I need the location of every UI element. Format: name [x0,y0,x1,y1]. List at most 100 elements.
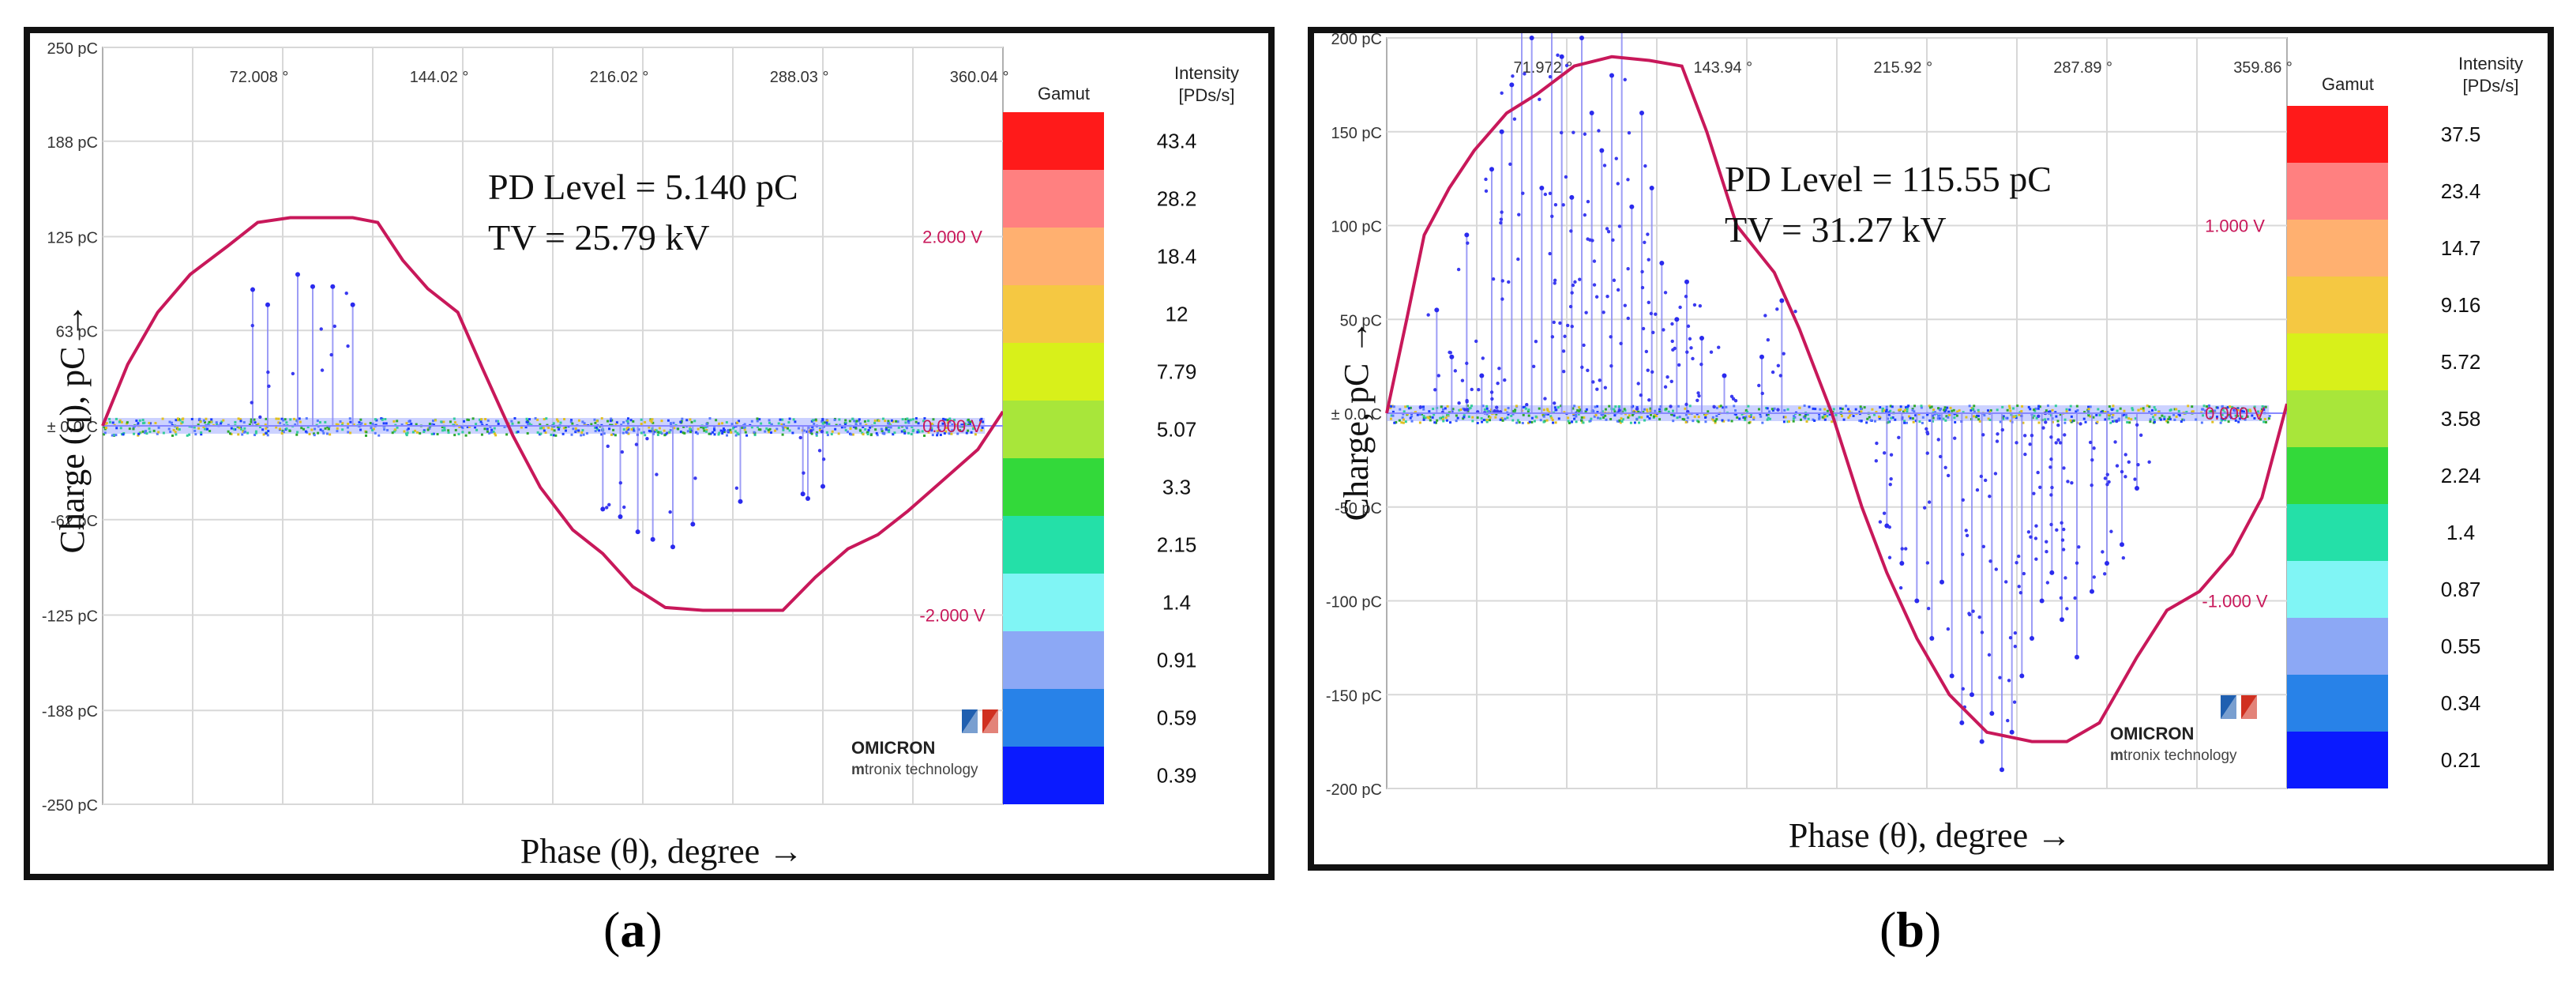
noise-point [651,418,654,421]
gamut-value: 1.4 [2446,521,2475,544]
pd-scatter-point [1499,217,1504,221]
noise-point [581,429,584,432]
noise-point [1521,405,1524,408]
noise-point [246,431,250,435]
pd-scatter-point [2070,480,2074,485]
noise-point [689,427,692,431]
pd-pulse-point [2009,729,2015,735]
noise-point [1546,412,1549,416]
pd-scatter-point [2139,433,2143,438]
noise-point [324,427,327,430]
pd-scatter-point [2124,453,2127,457]
noise-point [466,418,469,421]
noise-point [426,428,430,431]
noise-point [783,426,787,429]
pd-scatter-point [1983,478,1988,483]
pd-scatter-point [1573,280,1577,284]
pd-pulse-point [2049,570,2055,575]
noise-point [360,422,363,425]
noise-point [374,431,377,435]
noise-point [1878,417,1881,420]
noise-point [553,429,556,432]
noise-point [1553,406,1556,409]
pd-scatter-point [1426,313,1430,317]
noise-point [895,420,898,423]
noise-point [319,428,322,431]
noise-point [946,421,949,424]
noise-point [981,426,984,429]
pd-scatter-point [2022,571,2026,576]
noise-point [2234,414,2237,417]
noise-point [112,433,115,436]
noise-point [1884,410,1887,413]
noise-point [1730,420,1733,423]
noise-point [157,426,160,429]
noise-point [659,431,663,434]
noise-point [974,433,977,436]
noise-point [708,432,711,435]
noise-point [2108,417,2111,420]
noise-point [520,426,523,429]
noise-point [792,418,795,421]
noise-point [175,433,178,436]
noise-point [480,433,483,436]
noise-point [137,434,140,437]
noise-point [174,431,177,434]
noise-point [175,419,178,422]
pd-scatter-point [1614,156,1618,160]
noise-point [1440,405,1443,408]
gamut-swatch [2287,561,2388,618]
noise-point [1416,413,1419,416]
noise-point [199,420,202,423]
pd-scatter-point [1782,352,1786,356]
noise-point [230,432,233,435]
noise-point [1608,405,1611,408]
noise-point [1649,407,1652,410]
noise-point [1580,419,1583,422]
pd-pulse-point [1509,82,1515,88]
noise-point [783,423,786,426]
noise-point [262,433,265,436]
noise-point [1784,416,1787,419]
noise-point [1507,406,1510,409]
noise-point [2220,419,2223,422]
pd-scatter-point [1995,439,2000,443]
noise-point [828,423,831,426]
noise-point [1863,406,1866,409]
noise-point [2200,421,2203,424]
noise-point [2106,414,2109,417]
noise-point [1738,417,1741,420]
noise-point [208,420,211,423]
noise-point [2268,415,2271,418]
noise-point [1481,420,1484,423]
gamut-value: 0.55 [2441,634,2481,658]
pd-scatter-point [1602,164,1607,167]
noise-point [960,423,963,427]
noise-point [640,418,643,421]
pd-scatter-point [1640,285,1645,290]
noise-point [2009,409,2012,412]
noise-point [632,428,635,431]
noise-point [1802,416,1805,419]
pd-scatter-point [2060,538,2065,542]
noise-point [497,422,500,425]
noise-point [1594,413,1598,416]
pd-scatter-point [1684,402,1688,407]
pd-scatter-point [1500,210,1504,214]
pd-scatter-point [2058,441,2063,445]
noise-point [1538,407,1541,410]
noise-point [1521,421,1524,424]
noise-point [653,430,656,433]
noise-point [1635,417,1639,420]
noise-point [111,421,115,424]
noise-point [2033,409,2037,412]
noise-point [722,427,725,430]
noise-point [1646,411,1649,414]
noise-point [1391,414,1395,417]
noise-point [407,420,411,423]
noise-point [254,431,257,435]
noise-point [1704,420,1707,423]
pd-scatter-point [2063,433,2067,437]
pd-scatter-point [1584,310,1588,314]
noise-point [2233,409,2236,412]
